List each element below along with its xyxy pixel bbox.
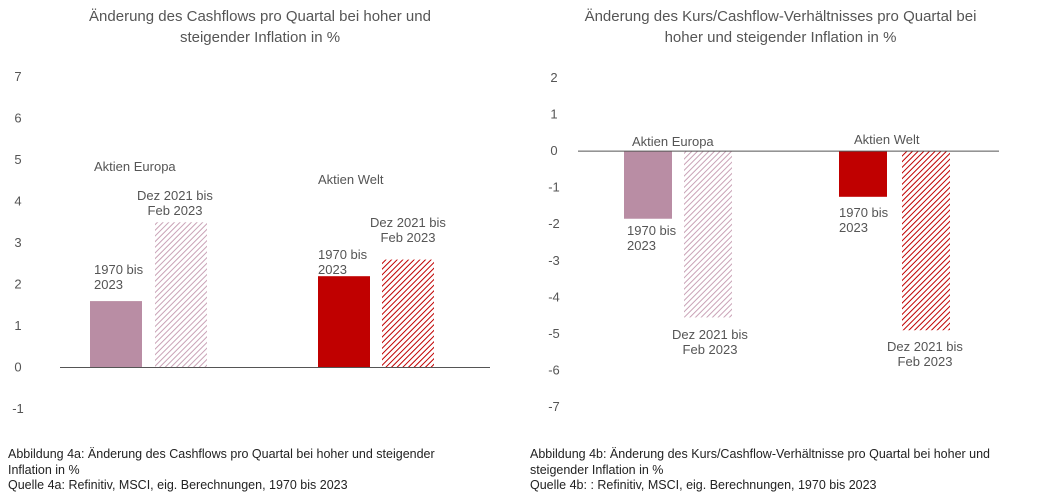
y-tick-label: 1 (14, 318, 21, 333)
category-label: Aktien Welt (318, 172, 384, 187)
bar-data-label: Dez 2021 bis Feb 2023 (887, 339, 963, 369)
source-line: Quelle 4b: : Refinitiv, MSCI, eig. Berec… (530, 478, 877, 492)
category-label: Aktien Welt (854, 132, 920, 147)
y-tick-label: -1 (548, 180, 560, 195)
y-tick-label: -1 (12, 401, 24, 416)
bar-data-label: 1970 bis 2023 (627, 223, 677, 253)
bar-data-label: Dez 2021 bis Feb 2023 (370, 215, 446, 245)
y-tick-label: 0 (14, 360, 21, 375)
y-tick-label: 2 (550, 70, 557, 85)
y-tick-label: 0 (550, 143, 557, 158)
chart-title-price-cashflow: Änderung des Kurs/Cashflow-Verhältnisses… (520, 6, 1041, 48)
bar-data-label: Dez 2021 bis Feb 2023 (672, 327, 748, 357)
y-tick-label: 5 (14, 152, 21, 167)
y-tick-label: -2 (548, 216, 560, 231)
chart-panel-price-cashflow: Änderung des Kurs/Cashflow-Verhältnisses… (520, 0, 1041, 499)
y-tick-label: -7 (548, 399, 560, 414)
category-label: Aktien Europa (632, 134, 714, 149)
y-tick-label: 6 (14, 111, 21, 126)
figure-caption-4b: Abbildung 4b: Änderung des Kurs/Cashflow… (530, 447, 1035, 494)
caption-line: Abbildung 4b: Änderung des Kurs/Cashflow… (530, 447, 991, 461)
y-tick-label: 4 (14, 194, 21, 209)
bar-europe-2021-2023 (155, 222, 207, 368)
bar-europe-1970-2023 (90, 301, 142, 368)
bar-world-1970-2023 (839, 151, 887, 197)
caption-line: Abbildung 4a: Änderung des Cashflows pro… (8, 447, 435, 461)
bar-world-1970-2023 (318, 276, 370, 368)
bar-world-2021-2023 (382, 259, 434, 368)
chart-title-line: hoher und steigender Inflation in % (664, 29, 897, 46)
y-tick-label: -5 (548, 326, 560, 341)
y-tick-label: 7 (14, 69, 21, 84)
chart-title-line: steigender Inflation in % (179, 29, 341, 46)
bar-chart-price-cashflow: -7 -6 -5 -4 -3 -2 -1 0 1 2 1970 bis 2023 Dez 2021 bi… (548, 70, 999, 414)
bar-data-label: Dez 2021 bis Feb 2023 (137, 188, 213, 218)
y-tick-label: -3 (548, 253, 560, 268)
chart-title-cashflow: Änderung des Cashflows pro Quartal bei h… (0, 6, 520, 48)
y-tick-label: -6 (548, 362, 560, 377)
chart-title-line: Änderung des Kurs/Cashflow-Verhältnisses… (584, 8, 977, 25)
category-label: Aktien Europa (94, 159, 176, 174)
bar-data-label: 1970 bis 2023 (94, 262, 144, 292)
source-line: Quelle 4a: Refinitiv, MSCI, eig. Berechn… (8, 478, 348, 492)
chart-panel-cashflow: Änderung des Cashflows pro Quartal bei h… (0, 0, 520, 499)
caption-line: Inflation in % (8, 462, 80, 477)
chart-title-line: Änderung des Cashflows pro Quartal bei h… (89, 8, 431, 25)
bar-data-label: 1970 bis 2023 (839, 205, 889, 235)
y-tick-label: 3 (14, 235, 21, 250)
caption-line: steigender Inflation in % (530, 462, 664, 477)
y-tick-label: -4 (548, 289, 560, 304)
y-tick-label: 2 (14, 277, 21, 292)
bar-europe-1970-2023 (624, 151, 672, 219)
y-tick-label: 1 (550, 107, 557, 122)
bar-world-2021-2023 (902, 151, 950, 331)
figure-caption-4a: Abbildung 4a: Änderung des Cashflows pro… (8, 447, 513, 494)
bar-data-label: 1970 bis 2023 (318, 247, 368, 277)
bar-europe-2021-2023 (684, 151, 732, 318)
